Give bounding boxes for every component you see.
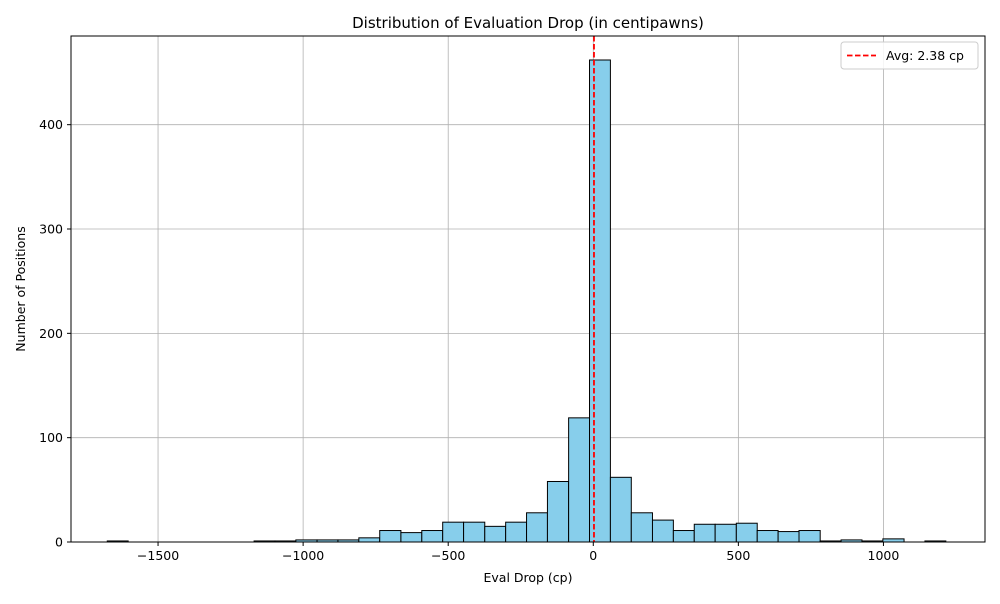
histogram-bar [442,521,465,543]
y-tick-label: 100 [39,430,63,445]
plot-area-frame [70,35,986,543]
y-axis-label: Number of Positions [13,226,28,351]
chart-title: Distribution of Evaluation Drop (in cent… [352,14,704,32]
histogram-bar [400,532,423,543]
histogram-bar [463,521,486,543]
histogram-bar [777,531,800,543]
histogram-bar [693,523,716,543]
histogram-bar [714,523,737,543]
histogram-bar [358,537,381,543]
histogram-bar [526,512,548,543]
x-tick-label: 1000 [868,548,900,563]
histogram-bar [756,530,779,543]
legend-average-label: Avg: 2.38 cp [886,48,964,63]
x-tick-label: −1500 [137,548,179,563]
histogram-bar [589,59,611,543]
x-tick-label: −1000 [282,548,324,563]
y-tick-label: 0 [55,535,63,550]
y-tick-label: 400 [39,117,63,132]
x-axis: −1500 −1000 −500 0 500 1000 [137,542,899,563]
legend: Avg: 2.38 cp [840,41,979,70]
histogram-bar [735,522,758,543]
histogram-bar [505,521,528,543]
x-axis-label: Eval Drop (cp) [483,570,572,585]
legend-frame [840,41,979,70]
histogram-bar [672,530,695,543]
histogram-bar [484,525,507,543]
x-tick-label: 500 [726,548,750,563]
y-tick-label: 200 [39,326,63,341]
histogram-bar [651,519,674,543]
histogram-bar [798,530,821,543]
histogram-bar [568,417,591,543]
x-tick-label: 0 [589,548,597,563]
x-tick-label: −500 [431,548,465,563]
histogram-bar [379,530,402,543]
histogram-bar [421,530,444,543]
histogram-bar [630,512,653,543]
y-tick-label: 300 [39,222,63,237]
histogram-bar [546,480,570,543]
histogram-bar [609,476,632,543]
y-axis: 0 100 200 300 400 [39,117,71,550]
